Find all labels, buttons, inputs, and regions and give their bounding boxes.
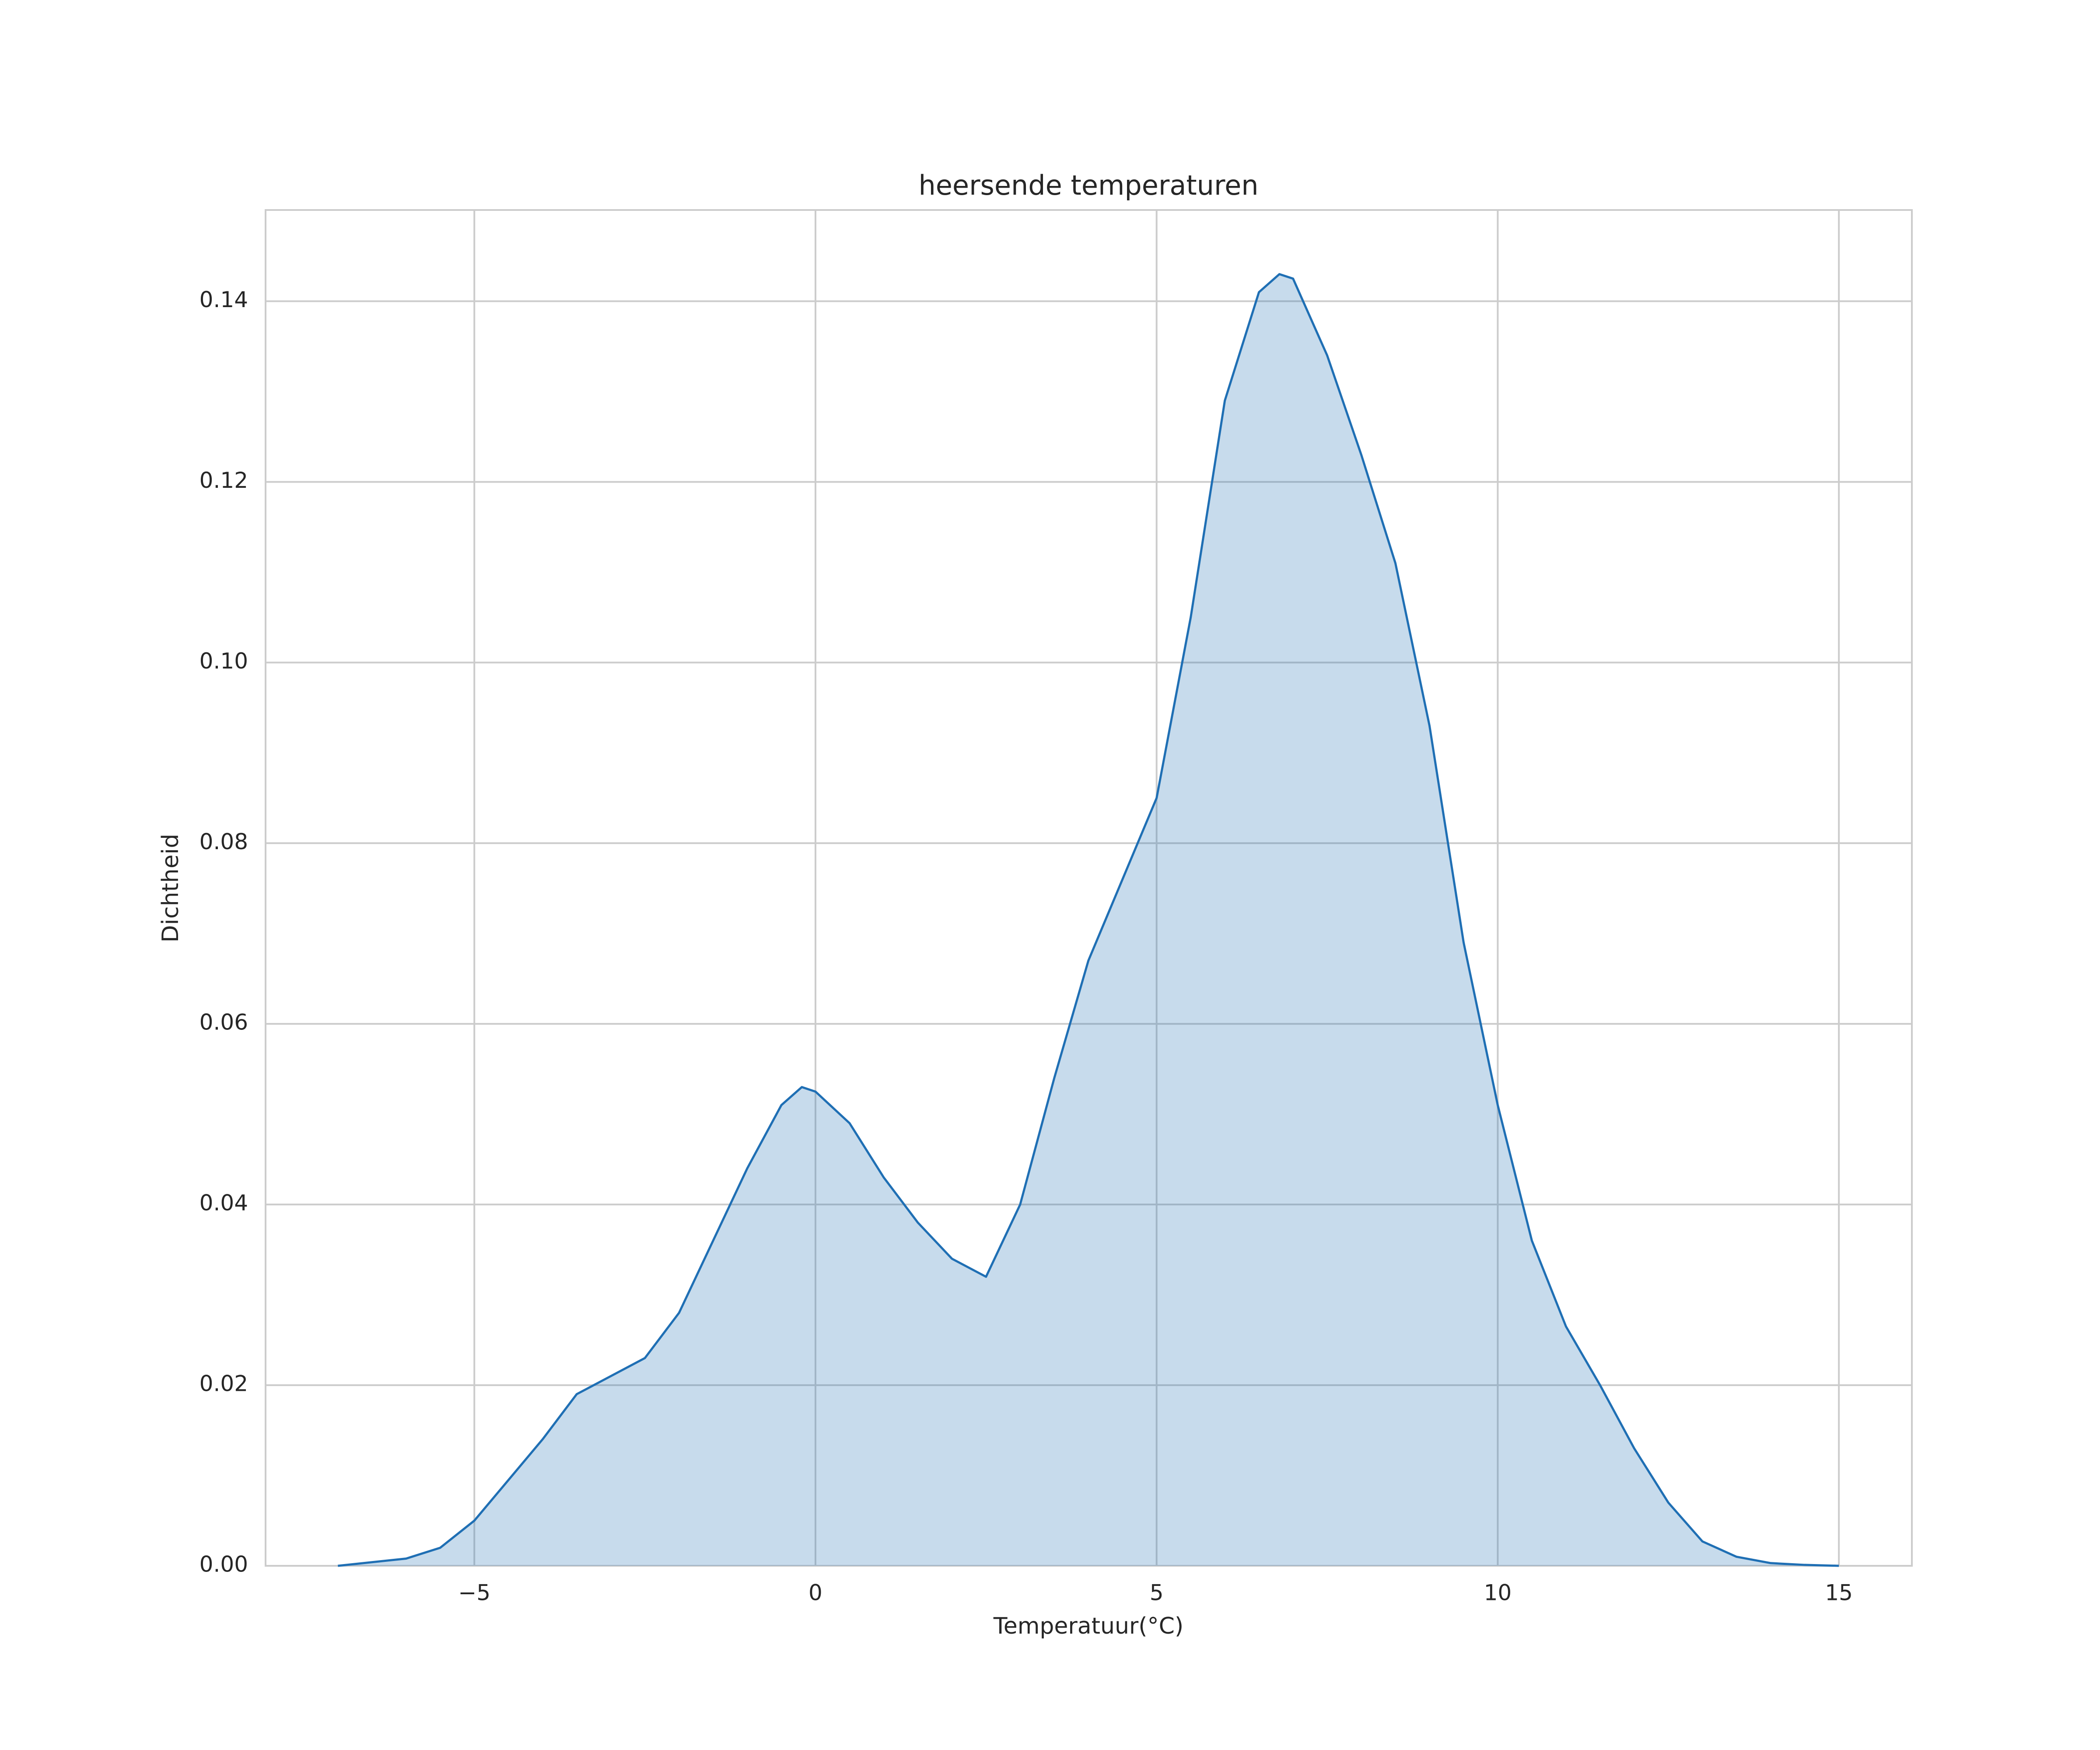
chart-title: heersende temperaturen bbox=[918, 169, 1258, 201]
y-tick-label: 0.02 bbox=[200, 1371, 248, 1396]
density-area bbox=[338, 274, 1839, 1566]
x-tick-label: −5 bbox=[458, 1580, 490, 1606]
y-tick-label: 0.08 bbox=[200, 829, 248, 854]
x-tick-label: 0 bbox=[808, 1580, 822, 1606]
y-tick-label: 0.06 bbox=[200, 1010, 248, 1035]
y-tick-label: 0.00 bbox=[200, 1552, 248, 1577]
x-tick-label: 15 bbox=[1825, 1580, 1853, 1606]
density-line bbox=[338, 273, 1839, 1567]
y-tick-label: 0.12 bbox=[200, 468, 248, 493]
y-tick-label: 0.14 bbox=[200, 287, 248, 312]
y-tick-label: 0.10 bbox=[200, 648, 248, 674]
x-tick-label: 10 bbox=[1484, 1580, 1512, 1606]
x-tick-label: 5 bbox=[1150, 1580, 1164, 1606]
y-tick-label: 0.04 bbox=[200, 1190, 248, 1216]
y-axis-label: Dichtheid bbox=[158, 834, 184, 943]
x-axis-label: Temperatuur(°C) bbox=[993, 1613, 1183, 1639]
plot-frame bbox=[265, 209, 1913, 1567]
